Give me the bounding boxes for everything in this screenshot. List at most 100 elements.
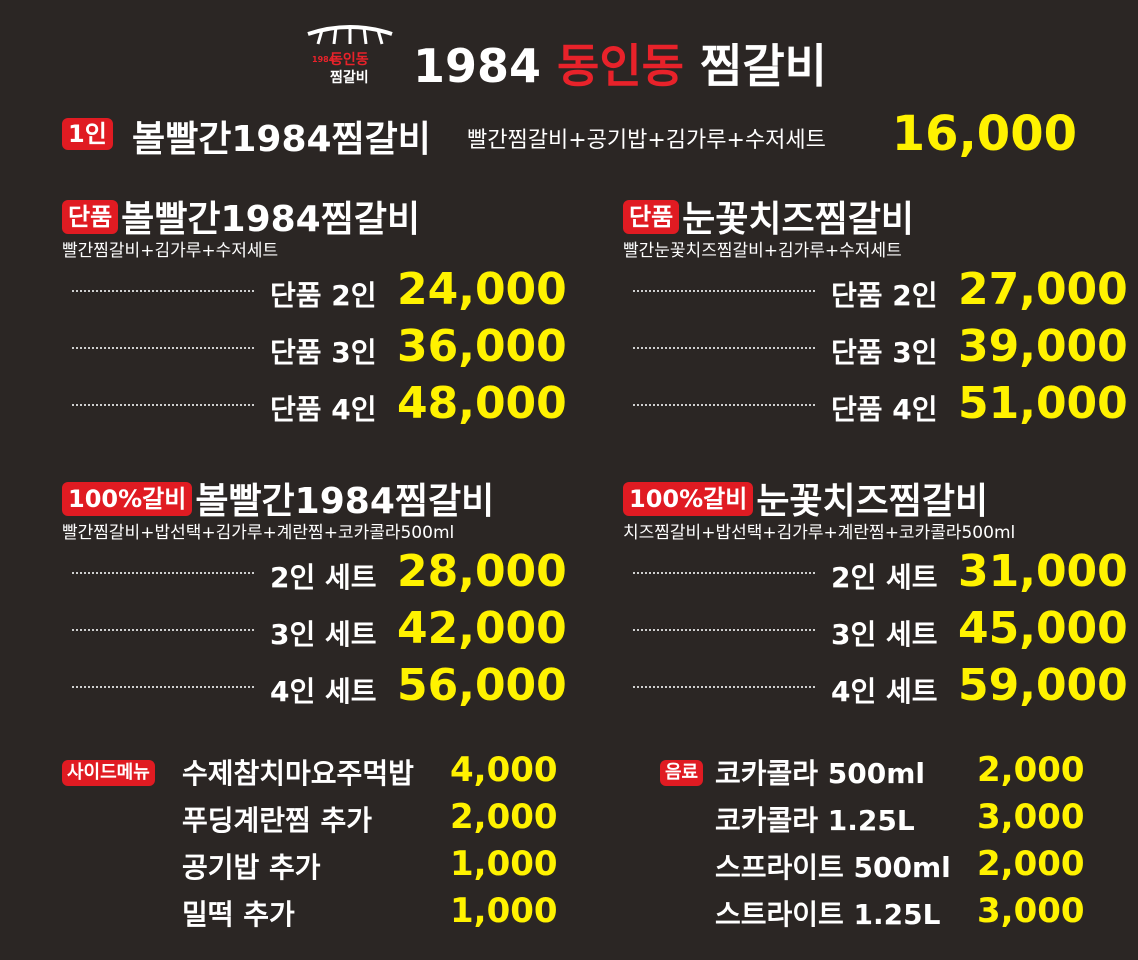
side-item-name: 푸딩계란찜 추가 [182, 804, 373, 837]
drink-item-name: 스프라이트 500ml [715, 851, 951, 884]
row-price: 45,000 [958, 603, 1128, 654]
side-item-price: 1,000 [450, 844, 558, 884]
section-badge: 단품 [623, 200, 680, 234]
section-badge: 100%갈비 [623, 482, 754, 516]
section-galbi-cheese: 100%갈비 눈꽃치즈찜갈비 치즈찜갈비+밥선택+김가루+계란찜+코카콜라500m… [623, 472, 1128, 715]
brand-title-red: 동인동 [557, 39, 685, 93]
dotted-leader [633, 572, 815, 574]
logo-top-text: 동인동 [330, 51, 369, 68]
section-header: 단품 볼빨간1984찜갈비 [62, 190, 562, 240]
section-badge: 100%갈비 [62, 482, 193, 516]
logo-year: 1984 [312, 55, 335, 64]
brand-title-year: 1984 [413, 39, 542, 93]
row-price: 28,000 [397, 546, 567, 597]
row-price: 42,000 [397, 603, 567, 654]
side-item-name: 수제참치마요주먹밥 [182, 757, 414, 790]
row-price: 27,000 [958, 264, 1128, 315]
drink-item-price: 2,000 [977, 844, 1085, 884]
brand-title-rest: 찜갈비 [700, 39, 827, 93]
price-row: 단품 2인 24,000 [62, 262, 567, 319]
side-item: 밀떡 추가 1,000 [182, 891, 558, 939]
drink-item-price: 2,000 [977, 750, 1085, 790]
section-title: 볼빨간1984찜갈비 [195, 481, 495, 522]
price-row: 2인 세트 28,000 [62, 544, 567, 601]
dotted-leader [72, 572, 254, 574]
single-desc: 빨간찜갈비+공기밥+김가루+수저세트 [467, 128, 826, 153]
drink-item-name: 코카콜라 500ml [715, 757, 926, 790]
dotted-leader [72, 686, 254, 688]
section-title: 눈꽃치즈찜갈비 [682, 199, 915, 240]
row-label: 3인 세트 [270, 618, 377, 651]
dotted-leader [72, 347, 254, 349]
dotted-leader [633, 629, 815, 631]
section-header: 단품 눈꽃치즈찜갈비 [623, 190, 1123, 240]
price-row: 4인 세트 59,000 [623, 658, 1128, 715]
row-price: 36,000 [397, 321, 567, 372]
row-label: 단품 3인 [831, 336, 938, 369]
side-item-name: 공기밥 추가 [182, 851, 321, 884]
price-row: 단품 4인 48,000 [62, 376, 567, 433]
brand-logo: 1984 동인동 찜갈비 [300, 18, 400, 88]
row-label: 3인 세트 [831, 618, 938, 651]
row-label: 단품 3인 [270, 336, 377, 369]
dotted-leader [633, 404, 815, 406]
drinks-badge: 음료 [660, 760, 704, 786]
section-header: 100%갈비 눈꽃치즈찜갈비 [623, 472, 1123, 522]
price-row: 4인 세트 56,000 [62, 658, 567, 715]
row-price: 39,000 [958, 321, 1128, 372]
row-price: 56,000 [397, 660, 567, 711]
row-label: 4인 세트 [270, 675, 377, 708]
side-item-name: 밀떡 추가 [182, 898, 295, 931]
section-subtitle: 빨간눈꽃치즈찜갈비+김가루+수저세트 [623, 241, 902, 261]
side-menu: 사이드메뉴 수제참치마요주먹밥 4,000 푸딩계란찜 추가 2,000 공기밥 추… [62, 750, 562, 942]
section-header: 100%갈비 볼빨간1984찜갈비 [62, 472, 562, 522]
single-name: 볼빨간1984찜갈비 [132, 119, 431, 160]
price-row: 3인 세트 45,000 [623, 601, 1128, 658]
section-galbi-bolppalgan: 100%갈비 볼빨간1984찜갈비 빨간찜갈비+밥선택+김가루+계란찜+코카콜라5… [62, 472, 567, 715]
price-row: 3인 세트 42,000 [62, 601, 567, 658]
row-label: 4인 세트 [831, 675, 938, 708]
side-menu-badge: 사이드메뉴 [62, 760, 155, 786]
side-item-price: 2,000 [450, 797, 558, 837]
row-label: 2인 세트 [270, 561, 377, 594]
row-label: 단품 4인 [831, 393, 938, 426]
section-danpum-cheese: 단품 눈꽃치즈찜갈비 빨간눈꽃치즈찜갈비+김가루+수저세트 단품 2인 27,000… [623, 190, 1128, 433]
row-label: 단품 2인 [270, 279, 377, 312]
drinks-menu: 음료 코카콜라 500ml 2,000 코카콜라 1.25L 3,000 스프라이트… [660, 750, 1090, 942]
drink-item: 스프라이트 500ml 2,000 [715, 844, 1085, 892]
section-subtitle: 빨간찜갈비+김가루+수저세트 [62, 241, 279, 261]
price-row: 단품 3인 39,000 [623, 319, 1128, 376]
dotted-leader [633, 290, 815, 292]
drink-item: 코카콜라 1.25L 3,000 [715, 797, 1085, 845]
row-label: 단품 4인 [270, 393, 377, 426]
side-item-price: 4,000 [450, 750, 558, 790]
price-row: 단품 3인 36,000 [62, 319, 567, 376]
row-price: 31,000 [958, 546, 1128, 597]
dotted-leader [72, 290, 254, 292]
section-subtitle: 치즈찜갈비+밥선택+김가루+계란찜+코카콜라500ml [623, 523, 1016, 543]
single-serving-row: 1인 볼빨간1984찜갈비 빨간찜갈비+공기밥+김가루+수저세트 16,000 [62, 106, 1082, 162]
drink-item-name: 코카콜라 1.25L [715, 804, 915, 837]
price-row: 2인 세트 31,000 [623, 544, 1128, 601]
section-title: 볼빨간1984찜갈비 [121, 199, 421, 240]
drink-item: 스트라이트 1.25L 3,000 [715, 891, 1085, 939]
single-price: 16,000 [891, 106, 1077, 162]
roof-icon: 1984 동인동 찜갈비 [307, 25, 393, 86]
row-label: 2인 세트 [831, 561, 938, 594]
side-item: 푸딩계란찜 추가 2,000 [182, 797, 558, 845]
section-badge: 단품 [62, 200, 119, 234]
drink-item-price: 3,000 [977, 797, 1085, 837]
row-price: 24,000 [397, 264, 567, 315]
price-row: 단품 2인 27,000 [623, 262, 1128, 319]
dotted-leader [72, 404, 254, 406]
dotted-leader [633, 686, 815, 688]
side-item: 수제참치마요주먹밥 4,000 [182, 750, 558, 798]
dotted-leader [633, 347, 815, 349]
drink-item: 코카콜라 500ml 2,000 [715, 750, 1085, 798]
row-price: 51,000 [958, 378, 1128, 429]
single-badge: 1인 [62, 118, 113, 150]
section-title: 눈꽃치즈찜갈비 [756, 481, 989, 522]
section-subtitle: 빨간찜갈비+밥선택+김가루+계란찜+코카콜라500ml [62, 523, 455, 543]
logo-bottom-text: 찜갈비 [330, 69, 369, 86]
drink-item-name: 스트라이트 1.25L [715, 898, 941, 931]
